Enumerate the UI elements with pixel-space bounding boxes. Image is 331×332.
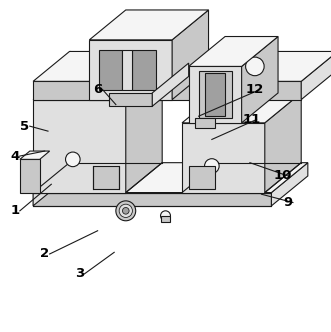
Polygon shape <box>182 123 265 193</box>
Polygon shape <box>265 93 301 193</box>
Polygon shape <box>205 73 225 116</box>
Text: 5: 5 <box>20 120 29 133</box>
Polygon shape <box>161 216 170 222</box>
Circle shape <box>161 211 170 221</box>
Circle shape <box>66 152 80 167</box>
Polygon shape <box>33 163 70 206</box>
Text: 2: 2 <box>40 247 49 261</box>
Circle shape <box>119 204 132 217</box>
Polygon shape <box>109 93 152 106</box>
Polygon shape <box>89 10 209 40</box>
Text: 12: 12 <box>246 83 264 96</box>
Polygon shape <box>189 166 215 189</box>
Polygon shape <box>271 163 308 206</box>
Text: 9: 9 <box>283 196 293 209</box>
Polygon shape <box>126 70 162 193</box>
Text: 11: 11 <box>242 113 261 126</box>
Polygon shape <box>20 151 50 159</box>
Text: 6: 6 <box>93 83 102 96</box>
Polygon shape <box>89 40 172 100</box>
Polygon shape <box>93 166 119 189</box>
Polygon shape <box>195 118 215 128</box>
Text: 10: 10 <box>274 169 292 183</box>
Circle shape <box>116 201 136 221</box>
Polygon shape <box>189 37 278 66</box>
Polygon shape <box>33 51 331 81</box>
Polygon shape <box>99 50 122 90</box>
Text: 4: 4 <box>10 149 20 163</box>
Circle shape <box>205 159 219 173</box>
Polygon shape <box>33 100 126 193</box>
Circle shape <box>122 208 129 214</box>
Polygon shape <box>172 10 209 100</box>
Polygon shape <box>132 50 156 90</box>
Polygon shape <box>33 163 308 193</box>
Polygon shape <box>301 51 331 100</box>
Polygon shape <box>199 71 232 118</box>
Polygon shape <box>242 37 278 123</box>
Polygon shape <box>189 66 242 123</box>
Polygon shape <box>182 93 301 123</box>
Text: 3: 3 <box>75 267 84 281</box>
Text: 1: 1 <box>10 204 20 217</box>
Polygon shape <box>33 70 162 100</box>
Polygon shape <box>152 63 189 106</box>
Polygon shape <box>33 193 271 206</box>
Polygon shape <box>33 81 301 100</box>
Polygon shape <box>122 50 132 90</box>
Circle shape <box>246 57 264 76</box>
Polygon shape <box>20 159 40 193</box>
